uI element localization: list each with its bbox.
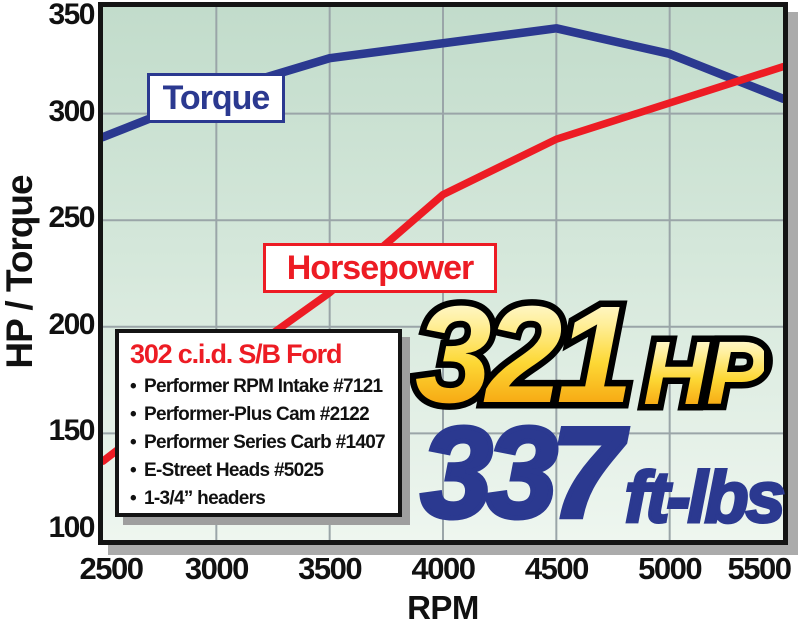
bullet-icon: • — [130, 376, 137, 397]
spec-item: • Performer Series Carb #1407 — [130, 429, 394, 457]
x-tick-label: 5500 — [727, 551, 792, 586]
spec-item-text: Performer-Plus Cam #2122 — [144, 404, 370, 425]
x-tick-label: 2500 — [79, 551, 144, 586]
torque-series-label: Torque — [147, 73, 285, 123]
spec-item: • E-Street Heads #5025 — [130, 457, 394, 485]
spec-item-text: Performer RPM Intake #7121 — [144, 376, 383, 397]
y-tick-label: 150 — [48, 414, 95, 448]
spec-item: • Performer-Plus Cam #2122 — [130, 401, 394, 429]
horsepower-series-label: Horsepower — [263, 243, 497, 293]
engine-spec-title: 302 c.i.d. S/B Ford — [130, 339, 342, 369]
peak-hp-callout: 321 321 HP HP — [408, 278, 773, 432]
y-tick-label: 350 — [48, 0, 95, 31]
spec-item: • Performer RPM Intake #7121 — [130, 373, 394, 401]
plot-canvas: Torque Horsepower 302 c.i.d. S/B Ford • P… — [103, 7, 788, 545]
y-tick-label: 200 — [48, 307, 95, 341]
spec-item-text: 1-3/4” headers — [144, 488, 266, 509]
torque-label-text: Torque — [162, 78, 271, 117]
peak-torque-unit: ft-lbs — [623, 458, 787, 538]
engine-spec-list: • Performer RPM Intake #7121 • Performer-Pl… — [130, 373, 394, 513]
x-tick-label: 5000 — [638, 551, 702, 586]
x-axis-title: RPM — [407, 589, 479, 622]
x-tick-label: 4500 — [524, 551, 589, 586]
x-tick-label: 3000 — [184, 551, 249, 586]
spec-item-text: E-Street Heads #5025 — [144, 460, 324, 481]
peak-torque-value: 337 — [419, 402, 626, 545]
peak-torque-callout: 337 ft-lbs — [419, 402, 788, 545]
bullet-icon: • — [130, 460, 137, 481]
bullet-icon: • — [130, 432, 137, 453]
y-tick-label: 300 — [48, 94, 95, 128]
peak-hp-value: 321 321 — [408, 278, 639, 432]
spec-item-text: Performer Series Carb #1407 — [144, 432, 386, 453]
y-tick-label: 100 — [48, 511, 95, 544]
peak-hp-unit: HP HP — [637, 323, 773, 426]
horsepower-label-text: Horsepower — [286, 248, 474, 287]
x-tick-label: 4000 — [411, 551, 476, 586]
y-tick-label: 250 — [48, 201, 95, 235]
bullet-icon: • — [130, 404, 137, 425]
x-tick-label: 3500 — [298, 551, 362, 586]
engine-spec-box: 302 c.i.d. S/B Ford • Performer RPM Intak… — [115, 329, 402, 517]
bullet-icon: • — [130, 488, 137, 509]
plot-area: Torque Horsepower 302 c.i.d. S/B Ford • P… — [98, 2, 788, 545]
spec-item: • 1-3/4” headers — [130, 485, 394, 513]
